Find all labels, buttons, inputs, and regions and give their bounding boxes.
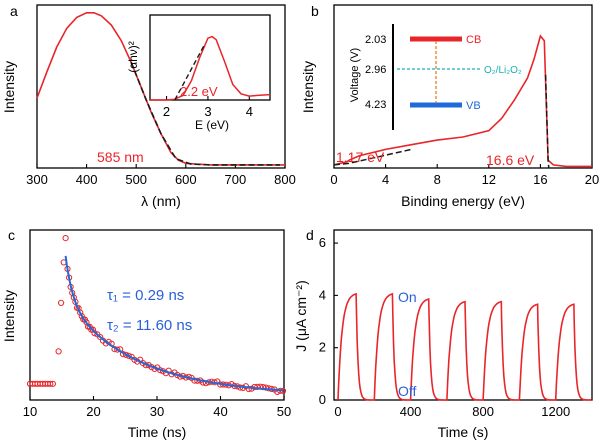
ylabel-a: Intensity bbox=[1, 61, 17, 113]
b-ticklabel-16: 16 bbox=[533, 172, 547, 187]
d-ticklabel-400: 400 bbox=[400, 404, 422, 419]
a-ticklabel-500: 500 bbox=[125, 172, 147, 187]
c-ticklabel-50: 50 bbox=[277, 404, 291, 419]
decay-point-43 bbox=[125, 352, 132, 359]
decay-point-13 bbox=[62, 235, 69, 242]
inset-axes bbox=[149, 14, 271, 101]
decay-point-11 bbox=[58, 299, 65, 306]
energy-diagram-ylabel: Voltage (V) bbox=[349, 48, 361, 102]
xticks-a: 300 400 500 600 700 800 bbox=[26, 164, 296, 187]
xlabel-a: λ (nm) bbox=[141, 193, 181, 209]
decay-point-30 bbox=[89, 326, 97, 333]
decay-point-8 bbox=[47, 380, 54, 387]
ups-low-edge-fit bbox=[333, 148, 412, 166]
axes-a bbox=[36, 4, 286, 169]
panel-a: a Intensity λ (nm) 300 400 500 600 700 800 58… bbox=[1, 3, 296, 209]
axes-c bbox=[29, 229, 285, 401]
decay-point-9 bbox=[49, 380, 57, 387]
decay-fit-curve bbox=[64, 255, 283, 392]
b-ticklabel-12: 12 bbox=[482, 172, 496, 187]
c-ticklabel-20: 20 bbox=[86, 404, 100, 419]
xticks-d: 0 400 800 1200 bbox=[334, 396, 570, 419]
ylabel-c: Intensity bbox=[1, 290, 17, 342]
decay-point-39 bbox=[114, 346, 121, 353]
xticks-c: 10 20 30 40 50 bbox=[23, 396, 291, 419]
d-yticklabel-4: 4 bbox=[319, 287, 326, 302]
inset-ylabel: (αhν)² bbox=[126, 41, 140, 73]
ups-high-edge-fit bbox=[544, 74, 550, 169]
tau1-label: τ₁ = 0.29 ns bbox=[107, 287, 184, 304]
absorption-fit-line bbox=[130, 62, 280, 166]
b-ticklabel-8: 8 bbox=[434, 172, 441, 187]
xlabel-c: Time (ns) bbox=[128, 424, 187, 440]
panel-d: d J (μA cm⁻²) Time (s) 0 400 800 1200 0246 … bbox=[293, 227, 593, 440]
b-ticklabel-0: 0 bbox=[330, 172, 337, 187]
tau2-label: τ₂ = 11.60 ns bbox=[107, 317, 192, 334]
inset-ticklabel-3: 3 bbox=[204, 104, 211, 119]
xlabel-d: Time (s) bbox=[438, 424, 489, 440]
photocurrent-curve bbox=[337, 292, 592, 401]
panel-label-c: c bbox=[8, 227, 15, 243]
decay-point-23 bbox=[78, 313, 85, 320]
b-ticklabel-4: 4 bbox=[382, 172, 389, 187]
panel-c: c Intensity Time (ns) 10 20 30 40 50 τ₁ = 0.… bbox=[1, 227, 291, 440]
redox-label: O₂/Li₂O₂ bbox=[484, 65, 522, 76]
annotation-16.6eV: 16.6 eV bbox=[486, 152, 535, 168]
vb-label: VB bbox=[466, 100, 481, 112]
level-value-cb: 2.03 bbox=[365, 34, 386, 46]
axes-b bbox=[333, 4, 593, 169]
off-label: Off bbox=[398, 383, 417, 399]
annotation-2.2eV: 2.2 eV bbox=[180, 84, 218, 99]
inset-a: (αhν)² E (eV) 2 3 4 2.2 eV bbox=[126, 14, 271, 132]
yticks-d: 0 2 4 6 bbox=[319, 235, 338, 407]
panel-b: b Intensity Binding energy (eV) 0 4 8 12 16 2… bbox=[300, 3, 599, 209]
inset-ticklabel-2: 2 bbox=[163, 104, 170, 119]
c-ticklabel-10: 10 bbox=[23, 404, 37, 419]
d-ticklabel-1200: 1200 bbox=[541, 404, 570, 419]
ylabel-b: Intensity bbox=[300, 61, 316, 113]
cb-label: CB bbox=[466, 34, 481, 46]
level-value-redox: 2.96 bbox=[365, 64, 386, 76]
inset-curve bbox=[150, 35, 271, 101]
d-yticklabel-0: 0 bbox=[319, 392, 326, 407]
c-ticklabel-30: 30 bbox=[150, 404, 164, 419]
a-ticklabel-700: 700 bbox=[225, 172, 247, 187]
decay-point-22 bbox=[77, 309, 84, 316]
on-label: On bbox=[398, 289, 417, 305]
panel-label-a: a bbox=[10, 3, 18, 19]
d-yticklabel-6: 6 bbox=[319, 235, 326, 250]
decay-point-85 bbox=[245, 385, 252, 393]
a-ticklabel-600: 600 bbox=[175, 172, 197, 187]
a-ticklabel-400: 400 bbox=[76, 172, 98, 187]
a-ticklabel-300: 300 bbox=[26, 172, 48, 187]
energy-diagram: Voltage (V) 2.03 2.96 4.23 CB O₂/Li₂O₂ V… bbox=[349, 24, 522, 130]
decay-point-91 bbox=[262, 384, 269, 391]
d-ticklabel-0: 0 bbox=[334, 404, 341, 419]
annotation-585nm: 585 nm bbox=[97, 149, 144, 165]
panel-label-d: d bbox=[306, 227, 314, 243]
absorption-curve bbox=[36, 12, 285, 166]
d-ticklabel-800: 800 bbox=[472, 404, 494, 419]
inset-xlabel: E (eV) bbox=[195, 118, 229, 132]
xlabel-b: Binding energy (eV) bbox=[401, 193, 525, 209]
b-ticklabel-20: 20 bbox=[585, 172, 599, 187]
d-yticklabel-2: 2 bbox=[319, 340, 326, 355]
inset-ticklabel-4: 4 bbox=[246, 104, 253, 119]
ylabel-d: J (μA cm⁻²) bbox=[293, 280, 309, 351]
panel-label-b: b bbox=[311, 3, 319, 19]
a-ticklabel-800: 800 bbox=[274, 172, 296, 187]
c-ticklabel-40: 40 bbox=[213, 404, 227, 419]
xticks-b: 0 4 8 12 16 20 bbox=[330, 164, 599, 187]
annotation-1.17eV: 1.17 eV bbox=[336, 149, 385, 165]
inset-fit-line bbox=[174, 45, 205, 101]
axes-d bbox=[333, 229, 593, 401]
decay-point-10 bbox=[55, 348, 62, 355]
decay-point-88 bbox=[254, 383, 261, 390]
level-value-vb: 4.23 bbox=[365, 99, 386, 111]
